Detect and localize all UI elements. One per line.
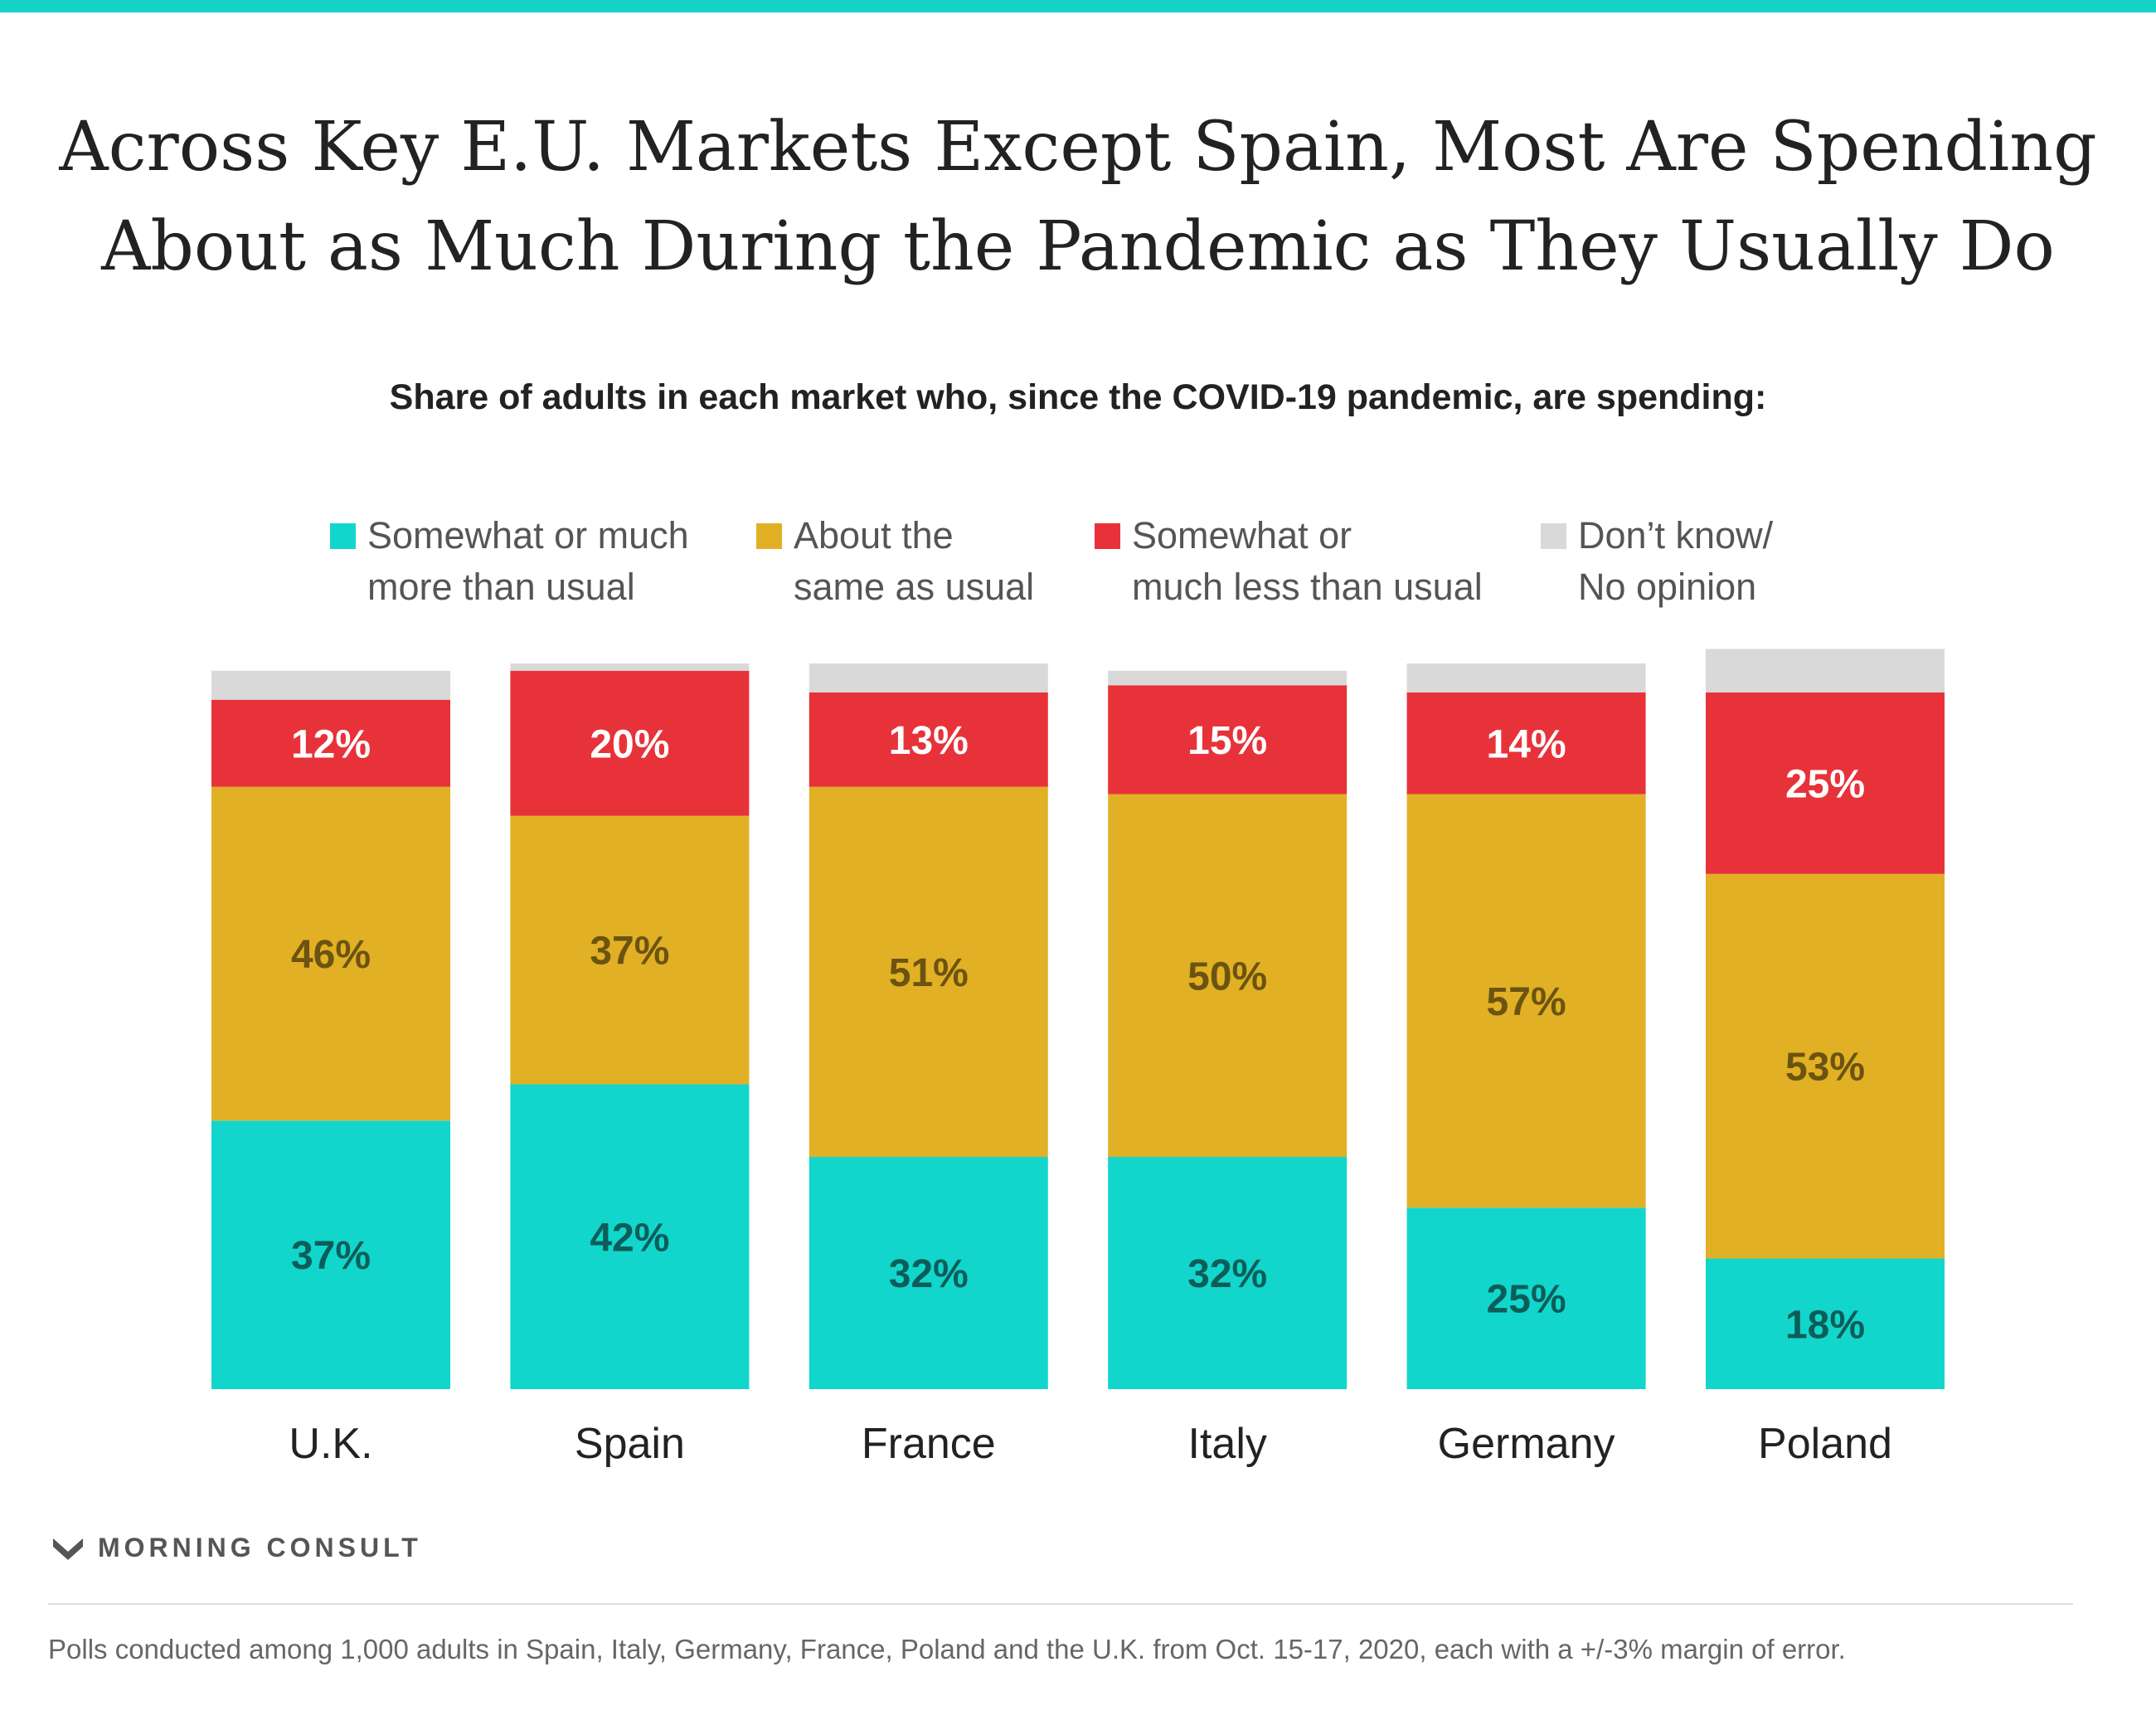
bar-segment-italy-dont_know	[1108, 670, 1348, 686]
bar-segment-u-k-dont_know	[211, 670, 450, 700]
data-label-u-k-more: 37%	[291, 1234, 371, 1278]
data-label-italy-less: 15%	[1187, 719, 1267, 763]
morning-consult-logo: MORNING CONSULT	[51, 1533, 422, 1563]
bar-segment-germany-less	[1406, 692, 1646, 794]
bar-segment-italy-more	[1108, 1157, 1348, 1389]
bar-segment-france-less	[808, 692, 1048, 787]
chart-title: Across Key E.U. Markets Except Spain, Mo…	[59, 108, 2097, 286]
bar-segment-u-k-same	[211, 786, 450, 1121]
category-label-spain: Spain	[575, 1420, 685, 1468]
data-label-u-k-less: 12%	[291, 722, 371, 766]
bar-segment-spain-less	[510, 670, 750, 816]
data-label-germany-less: 14%	[1487, 722, 1566, 766]
bar-segment-spain-dont_know	[510, 663, 750, 671]
bar-segment-germany-same	[1406, 794, 1646, 1208]
category-label-u-k: U.K.	[289, 1420, 372, 1468]
brand-name: MORNING CONSULT	[98, 1533, 422, 1562]
legend-swatch-less	[1095, 523, 1120, 549]
legend-swatch-dont-know	[1541, 523, 1566, 549]
legend-label-dont-know: Don’t know/ No opinion	[1578, 514, 1774, 608]
bar-segment-france-more	[808, 1157, 1048, 1389]
bar-segment-poland-dont_know	[1706, 649, 1945, 692]
data-label-poland-same: 53%	[1785, 1046, 1865, 1090]
bar-segment-u-k-more	[211, 1120, 450, 1389]
data-label-italy-more: 32%	[1187, 1252, 1267, 1296]
legend-label-more: Somewhat or much more than usual	[367, 514, 689, 608]
bar-segment-poland-more	[1706, 1258, 1945, 1389]
footer-divider	[48, 1603, 2073, 1605]
category-label-italy: Italy	[1188, 1420, 1267, 1468]
data-label-spain-less: 20%	[590, 722, 669, 766]
data-label-spain-same: 37%	[590, 930, 669, 974]
data-label-spain-more: 42%	[590, 1216, 669, 1260]
data-label-u-k-same: 46%	[291, 933, 371, 977]
data-label-france-less: 13%	[889, 719, 969, 763]
chart-legend: Somewhat or much more than usual About t…	[0, 510, 2156, 626]
bar-segment-germany-dont_know	[1406, 663, 1646, 692]
category-label-poland: Poland	[1758, 1420, 1892, 1468]
legend-swatch-same	[756, 523, 782, 549]
legend-item-less: Somewhat or much less than usual	[1095, 510, 1483, 613]
legend-label-less: Somewhat or much less than usual	[1132, 514, 1483, 608]
bar-segment-spain-same	[510, 815, 750, 1085]
bar-segment-u-k-less	[211, 699, 450, 787]
data-label-poland-more: 18%	[1785, 1303, 1865, 1347]
bar-segment-spain-more	[510, 1084, 750, 1389]
data-label-poland-less: 25%	[1785, 762, 1865, 806]
legend-label-same: About the same as usual	[794, 514, 1035, 608]
chart-subtitle: Share of adults in each market who, sinc…	[389, 377, 1767, 417]
legend-item-dont-know: Don’t know/ No opinion	[1541, 510, 1773, 613]
data-label-france-more: 32%	[889, 1252, 969, 1296]
bar-segment-poland-same	[1706, 873, 1945, 1259]
legend-item-same: About the same as usual	[756, 510, 1034, 613]
data-label-italy-same: 50%	[1187, 955, 1267, 999]
bar-segment-poland-less	[1706, 692, 1945, 874]
bar-segment-france-dont_know	[808, 663, 1048, 692]
legend-item-more: Somewhat or much more than usual	[330, 510, 689, 613]
bar-segment-france-same	[808, 786, 1048, 1157]
bar-segment-italy-same	[1108, 794, 1348, 1157]
data-label-germany-more: 25%	[1487, 1278, 1566, 1322]
category-label-france: France	[862, 1420, 996, 1468]
top-accent-bar	[0, 0, 2156, 12]
data-label-france-same: 51%	[889, 951, 969, 995]
morning-consult-chevron-icon	[53, 1538, 83, 1560]
data-label-germany-same: 57%	[1487, 980, 1566, 1024]
footnote: Polls conducted among 1,000 adults in Sp…	[48, 1634, 1846, 1664]
bar-segment-germany-more	[1406, 1208, 1646, 1389]
legend-swatch-more	[330, 523, 356, 549]
stacked-bar-chart: 37% 46% 12% U.K. 42% 37% 20% Spain 32% 51% 13% Fran…	[211, 649, 1945, 1468]
category-label-germany: Germany	[1438, 1420, 1615, 1468]
bar-segment-italy-less	[1108, 685, 1348, 794]
